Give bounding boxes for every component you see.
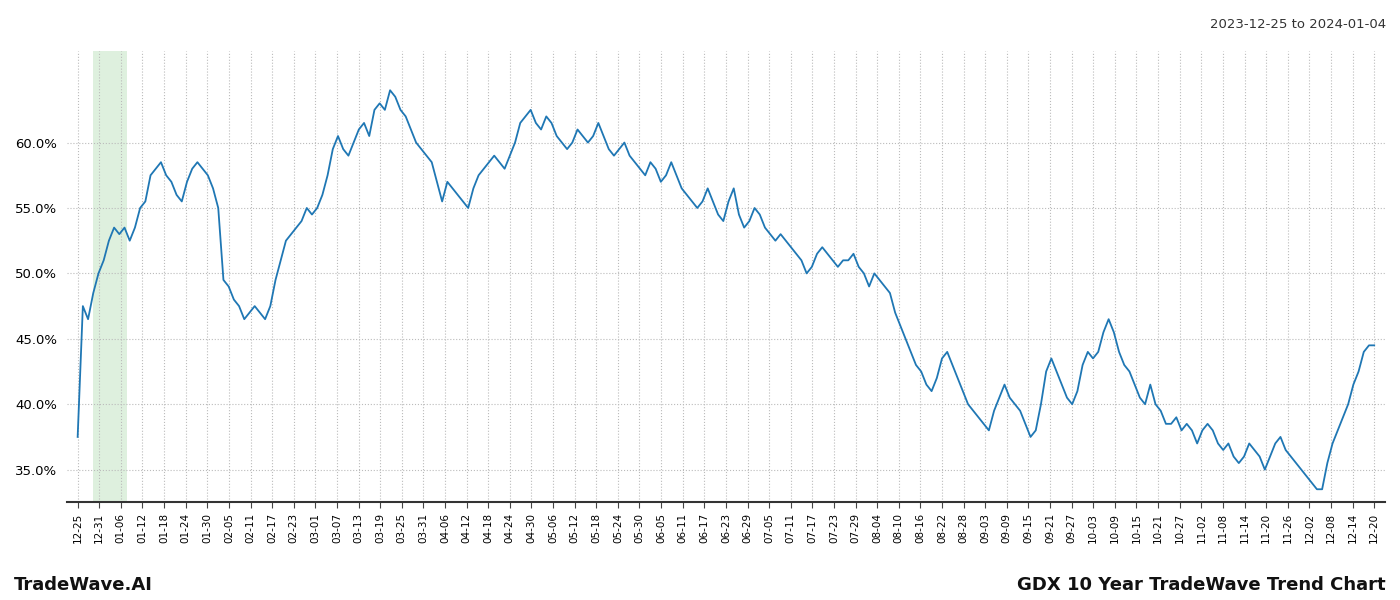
Text: GDX 10 Year TradeWave Trend Chart: GDX 10 Year TradeWave Trend Chart (1018, 576, 1386, 594)
Text: TradeWave.AI: TradeWave.AI (14, 576, 153, 594)
Text: 2023-12-25 to 2024-01-04: 2023-12-25 to 2024-01-04 (1210, 18, 1386, 31)
Bar (92, 51, 127, 502)
